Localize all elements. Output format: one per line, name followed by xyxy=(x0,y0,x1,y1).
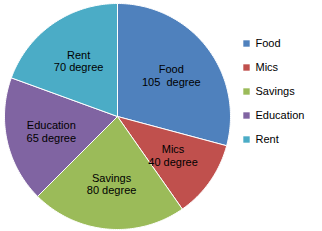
svg-text:Savings80 degree: Savings80 degree xyxy=(87,172,137,197)
svg-text:Education: Education xyxy=(256,109,305,121)
svg-text:Savings: Savings xyxy=(256,85,296,97)
svg-text:Education65 degree: Education65 degree xyxy=(27,119,77,144)
svg-text:Rent70 degree: Rent70 degree xyxy=(54,49,104,74)
svg-text:Mics40 degree: Mics40 degree xyxy=(148,143,198,168)
svg-text:Rent: Rent xyxy=(256,133,279,145)
svg-text:Food105 degree: Food105 degree xyxy=(142,63,201,88)
svg-text:Mics: Mics xyxy=(256,61,279,73)
svg-text:Food: Food xyxy=(256,37,281,49)
